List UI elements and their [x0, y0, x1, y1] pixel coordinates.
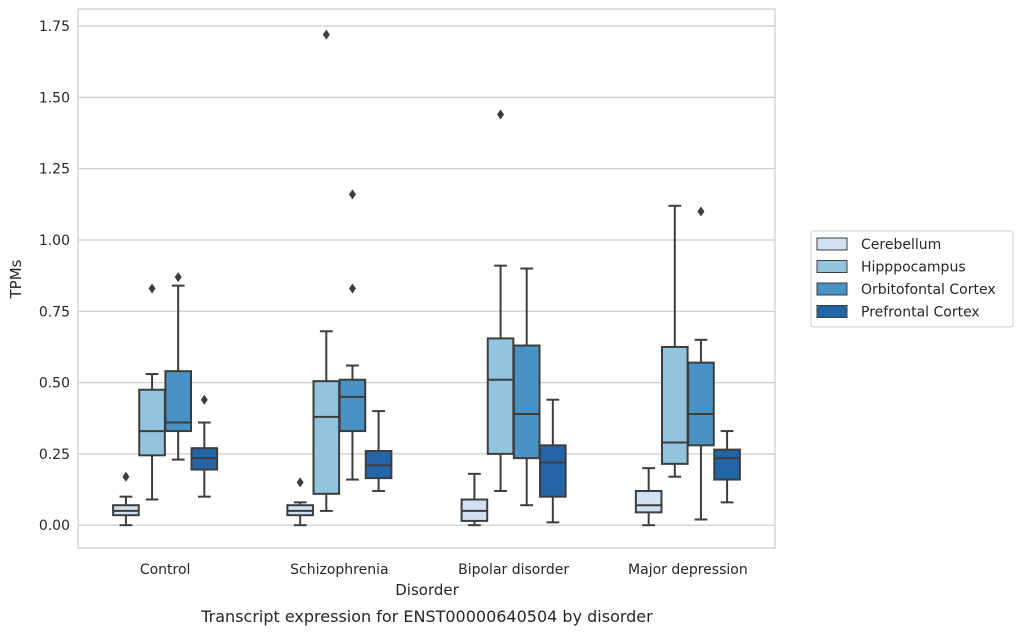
outlier-marker — [497, 109, 505, 120]
legend-swatch-1 — [816, 260, 848, 273]
outlier-marker — [697, 206, 705, 217]
box-body — [660, 345, 689, 465]
legend-swatch-0 — [816, 237, 848, 251]
box-1-3 — [364, 410, 393, 492]
box-0-1 — [138, 283, 166, 501]
legend-label-1: Hipppocampus — [861, 260, 966, 276]
box-0-0 — [112, 471, 140, 527]
box-body — [312, 380, 341, 495]
y-tick-label-4: 1.00 — [39, 233, 70, 249]
box-2-3 — [539, 398, 567, 524]
box-body — [539, 444, 567, 498]
y-axis-title: TPMs — [7, 259, 25, 299]
box-3-1 — [660, 204, 689, 478]
legend-swatch-2 — [816, 282, 848, 296]
axis-ticks: 0.00 0.25 0.50 0.75 1.00 1.25 1.50 1.75 Control S… — [39, 19, 748, 578]
box-2-0 — [460, 472, 489, 527]
legend-label-0: Cerebellum — [861, 237, 941, 253]
box-1-0 — [286, 477, 314, 527]
outlier-marker — [148, 283, 156, 294]
outlier-marker — [296, 477, 304, 488]
y-tick-label-7: 1.75 — [39, 19, 70, 35]
legend-label-2: Orbitofontal Cortex — [861, 282, 996, 298]
box-3-0 — [634, 467, 663, 527]
box-body — [713, 448, 741, 481]
y-tick-label-5: 1.25 — [39, 162, 70, 178]
outlier-marker — [348, 283, 356, 294]
box-2-2 — [512, 267, 541, 507]
x-tick-label-3: Major depression — [628, 562, 748, 578]
chart-caption: Transcript expression for ENST0000064050… — [200, 607, 653, 626]
x-axis-title: Disorder — [395, 581, 459, 599]
box-body — [338, 378, 367, 433]
box-body — [486, 337, 515, 455]
box-body — [164, 370, 193, 433]
y-tick-label-1: 0.25 — [39, 447, 70, 463]
plot-area-frame — [77, 8, 776, 549]
y-tick-label-2: 0.50 — [39, 376, 70, 392]
box-2-1 — [486, 109, 515, 492]
box-body — [138, 388, 166, 457]
outlier-marker — [322, 29, 330, 40]
x-tick-label-2: Bipolar disorder — [458, 562, 569, 578]
legend-label-3: Prefrontal Cortex — [861, 305, 980, 321]
box-3-2 — [687, 206, 715, 521]
outlier-marker — [174, 272, 182, 283]
outlier-marker — [200, 394, 208, 405]
box-body — [687, 361, 715, 447]
box-1-2 — [338, 189, 367, 481]
x-tick-label-1: Schizophrenia — [290, 562, 388, 578]
outlier-marker — [122, 471, 130, 482]
y-tick-label-0: 0.00 — [39, 518, 70, 534]
box-0-3 — [190, 394, 219, 498]
legend: Cerebellum Hipppocampus Orbitofontal Corte… — [810, 230, 1014, 328]
box-0-2 — [164, 272, 193, 461]
y-tick-label-3: 0.75 — [39, 304, 70, 320]
box-body — [512, 344, 541, 460]
box-plots — [112, 29, 741, 527]
x-tick-label-0: Control — [140, 562, 191, 578]
legend-swatch-3 — [816, 305, 848, 318]
y-tick-label-6: 1.50 — [39, 90, 70, 106]
box-body — [634, 489, 663, 514]
box-3-3 — [713, 430, 741, 504]
outlier-marker — [348, 189, 356, 200]
legend-frame — [810, 230, 1014, 328]
box-1-1 — [312, 29, 341, 512]
